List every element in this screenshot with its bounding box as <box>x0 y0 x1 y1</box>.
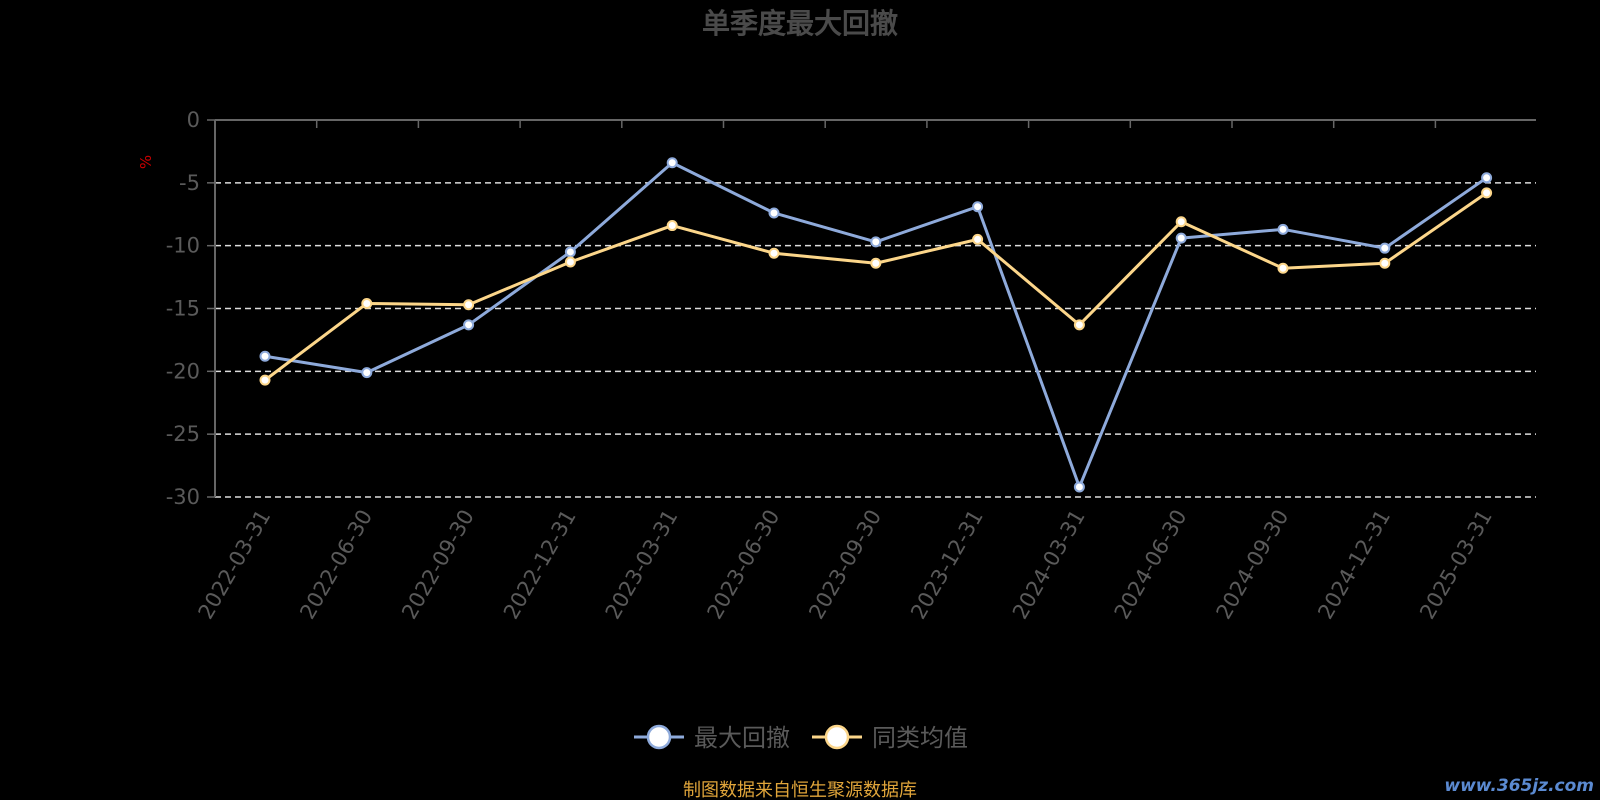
data-point[interactable] <box>666 220 678 232</box>
y-tick-labels: 0 -5 -10 -15 -20 -25 -30 <box>166 108 200 509</box>
data-point[interactable] <box>1481 187 1493 199</box>
x-tick-label: 2022-09-30 <box>397 505 479 623</box>
data-source-note: 制图数据来自恒生聚源数据库 <box>683 780 917 800</box>
y-tick-label: -25 <box>166 422 200 446</box>
y-tick-label: -5 <box>179 171 200 195</box>
legend-item[interactable]: 最大回撤 <box>634 724 790 752</box>
x-tick-label: 2024-06-30 <box>1110 506 1192 624</box>
watermark: www.365jz.com <box>1444 776 1594 796</box>
data-point[interactable] <box>768 207 780 219</box>
data-point[interactable] <box>361 297 373 309</box>
series-2 <box>259 187 1493 386</box>
x-tick-label: 2022-12-31 <box>499 506 581 624</box>
y-tick-label: -15 <box>166 297 200 321</box>
data-point[interactable] <box>1175 216 1187 228</box>
legend-item[interactable]: 同类均值 <box>812 724 968 752</box>
y-tick-label: 0 <box>187 108 200 132</box>
data-point[interactable] <box>1277 262 1289 274</box>
data-point[interactable] <box>463 299 475 311</box>
series-line <box>264 191 1488 382</box>
x-tick-label: 2024-09-30 <box>1212 506 1294 624</box>
y-tick-label: -30 <box>166 485 200 509</box>
chart-title: 单季度最大回撤 <box>702 7 898 40</box>
legend-swatch-marker <box>824 724 850 750</box>
y-tick-label: -20 <box>166 359 200 383</box>
x-tick-label: 2024-12-31 <box>1313 506 1395 624</box>
x-tick-label: 2024-03-31 <box>1008 506 1090 624</box>
data-point[interactable] <box>1379 242 1391 254</box>
x-tick-label: 2023-09-30 <box>804 506 886 624</box>
x-tick-labels: 2022-03-31 2022-06-30 2022-09-30 2022-12-31… <box>194 505 1497 623</box>
legend-label: 同类均值 <box>872 724 968 752</box>
legend-swatch-marker <box>646 724 672 750</box>
x-tick-label: 2022-06-30 <box>295 506 377 624</box>
data-point[interactable] <box>972 233 984 245</box>
series-lines <box>259 157 1493 493</box>
data-point[interactable] <box>463 319 475 331</box>
data-point[interactable] <box>259 350 271 362</box>
data-point[interactable] <box>361 367 373 379</box>
data-point[interactable] <box>1175 232 1187 244</box>
data-point[interactable] <box>870 257 882 269</box>
x-tick-label: 2023-12-31 <box>906 506 988 624</box>
data-point[interactable] <box>259 374 271 386</box>
data-point[interactable] <box>666 157 678 169</box>
data-point[interactable] <box>1073 319 1085 331</box>
data-point[interactable] <box>972 201 984 213</box>
x-tick-label: 2023-03-31 <box>601 506 683 624</box>
axes <box>207 119 1536 498</box>
data-point[interactable] <box>1481 172 1493 184</box>
x-tick-label: 2025-03-31 <box>1415 506 1497 624</box>
x-tick-label: 2023-06-30 <box>703 506 785 624</box>
legend[interactable]: 最大回撤 同类均值 <box>634 724 968 752</box>
data-point[interactable] <box>564 256 576 268</box>
data-point[interactable] <box>1073 481 1085 493</box>
data-point[interactable] <box>870 236 882 248</box>
series-line <box>264 161 1488 489</box>
data-point[interactable] <box>768 247 780 259</box>
x-tick-label: 2022-03-31 <box>194 506 276 624</box>
grid-lines <box>215 182 1536 498</box>
y-axis-label: % <box>137 155 155 169</box>
series-1 <box>259 157 1493 493</box>
data-point[interactable] <box>1379 257 1391 269</box>
legend-label: 最大回撤 <box>694 724 790 752</box>
data-point[interactable] <box>1277 223 1289 235</box>
y-tick-label: -10 <box>166 234 200 258</box>
data-point[interactable] <box>564 246 576 258</box>
